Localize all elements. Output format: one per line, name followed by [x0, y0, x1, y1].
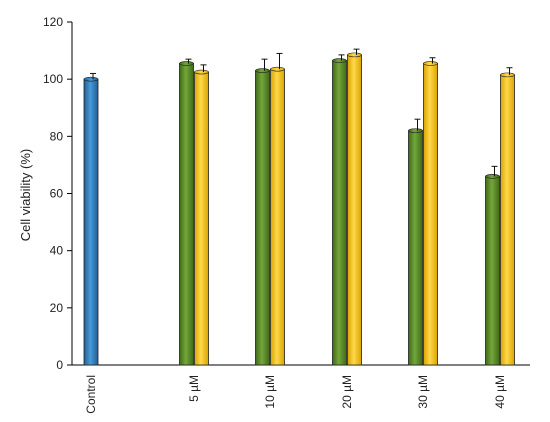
bar	[332, 60, 347, 366]
x-axis: Control 5 µM 10 µM 20 µM 30 µM 40 µM	[72, 364, 530, 414]
error-bars-group	[90, 48, 513, 177]
bar	[485, 175, 500, 366]
x-tick-label: 10 µM	[263, 375, 277, 409]
bar	[179, 63, 194, 366]
bar-cap	[408, 128, 423, 133]
bar-cap	[347, 52, 362, 58]
bar-cap	[83, 76, 99, 82]
y-tick-label: 60	[50, 187, 64, 201]
y-tick-label: 40	[50, 244, 64, 258]
x-tick-label: 40 µM	[493, 375, 507, 409]
bar-cap	[194, 69, 209, 75]
x-tick-label: Control	[84, 375, 98, 414]
bar	[83, 78, 99, 366]
y-tick-label: 0	[56, 358, 63, 372]
y-axis-title: Cell viability (%)	[18, 149, 33, 241]
x-tick-label: 30 µM	[416, 375, 430, 409]
bar	[194, 71, 209, 366]
bar-cap	[255, 68, 270, 73]
bar-cap	[500, 72, 515, 78]
bar	[423, 63, 438, 366]
bar	[255, 70, 270, 366]
y-axis: 0 20 40 60 80 100 120	[43, 15, 73, 372]
bar-cap	[485, 174, 500, 179]
y-tick-label: 80	[50, 129, 64, 143]
x-tick-label: 5 µM	[187, 375, 201, 402]
bar	[500, 74, 515, 366]
bar	[408, 130, 423, 366]
bar-cap	[179, 61, 194, 66]
x-tick-label: 20 µM	[340, 375, 354, 409]
y-tick-label: 120	[43, 15, 63, 29]
bar-cap	[332, 58, 347, 63]
bar	[347, 54, 362, 366]
y-tick-label: 100	[43, 72, 63, 86]
bar	[270, 68, 285, 366]
y-tick-label: 20	[50, 301, 64, 315]
bar-cap	[270, 66, 285, 72]
bars-group	[83, 52, 515, 366]
bar-cap	[423, 61, 438, 66]
